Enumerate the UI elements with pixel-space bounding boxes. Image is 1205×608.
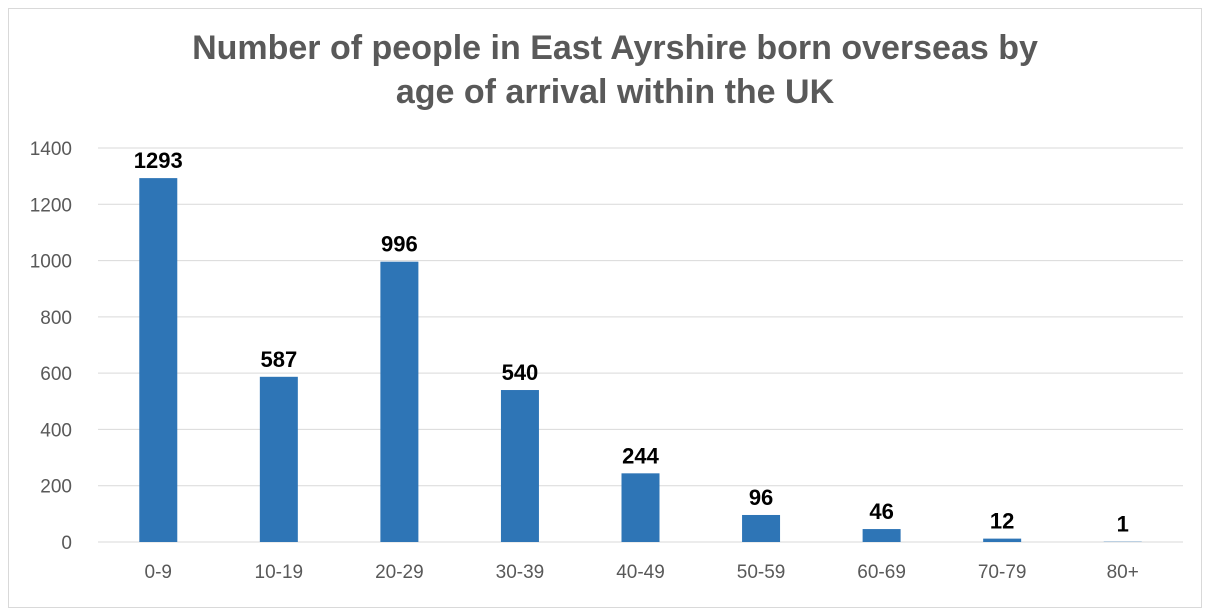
y-axis-tick-labels: 0 200 400 600 800 1000 1200 1400 — [30, 139, 72, 554]
x-tick-label: 50-59 — [737, 562, 786, 583]
y-tick-label: 0 — [61, 533, 72, 554]
bar-chart: 0 200 400 600 800 1000 1200 1400 1293 587 996 540 2… — [0, 0, 1205, 594]
x-tick-label: 30-39 — [496, 562, 545, 583]
x-tick-label: 10-19 — [255, 562, 304, 583]
bar-10-19 — [260, 377, 298, 542]
bar-30-39 — [501, 390, 539, 542]
bar-20-29 — [380, 262, 418, 542]
data-label-70-79: 12 — [990, 509, 1014, 534]
bar-50-59 — [742, 515, 780, 542]
x-tick-label: 0-9 — [145, 562, 172, 583]
data-label-80+: 1 — [1117, 512, 1129, 537]
y-tick-label: 1200 — [30, 195, 72, 216]
bar-0-9 — [139, 178, 177, 542]
bar-70-79 — [983, 539, 1021, 542]
data-label-40-49: 244 — [622, 443, 659, 468]
data-label-0-9: 1293 — [134, 148, 183, 173]
x-tick-label: 60-69 — [857, 562, 906, 583]
y-tick-label: 600 — [40, 364, 72, 385]
bar-40-49 — [622, 473, 660, 542]
data-label-10-19: 587 — [260, 347, 297, 372]
data-label-60-69: 46 — [869, 499, 893, 524]
x-tick-label: 80+ — [1107, 562, 1139, 583]
x-tick-label: 20-29 — [375, 562, 424, 583]
y-tick-label: 800 — [40, 308, 72, 329]
x-axis-tick-labels: 0-9 10-19 20-29 30-39 40-49 50-59 60-69 70-79 80… — [145, 562, 1139, 583]
data-label-30-39: 540 — [502, 360, 539, 385]
y-tick-label: 1000 — [30, 252, 72, 273]
y-tick-label: 200 — [40, 477, 72, 498]
bar-60-69 — [863, 529, 901, 542]
x-tick-label: 70-79 — [978, 562, 1027, 583]
data-label-20-29: 996 — [381, 232, 418, 257]
x-tick-label: 40-49 — [616, 562, 665, 583]
y-tick-label: 400 — [40, 420, 72, 441]
data-label-50-59: 96 — [749, 485, 773, 510]
y-tick-label: 1400 — [30, 139, 72, 160]
